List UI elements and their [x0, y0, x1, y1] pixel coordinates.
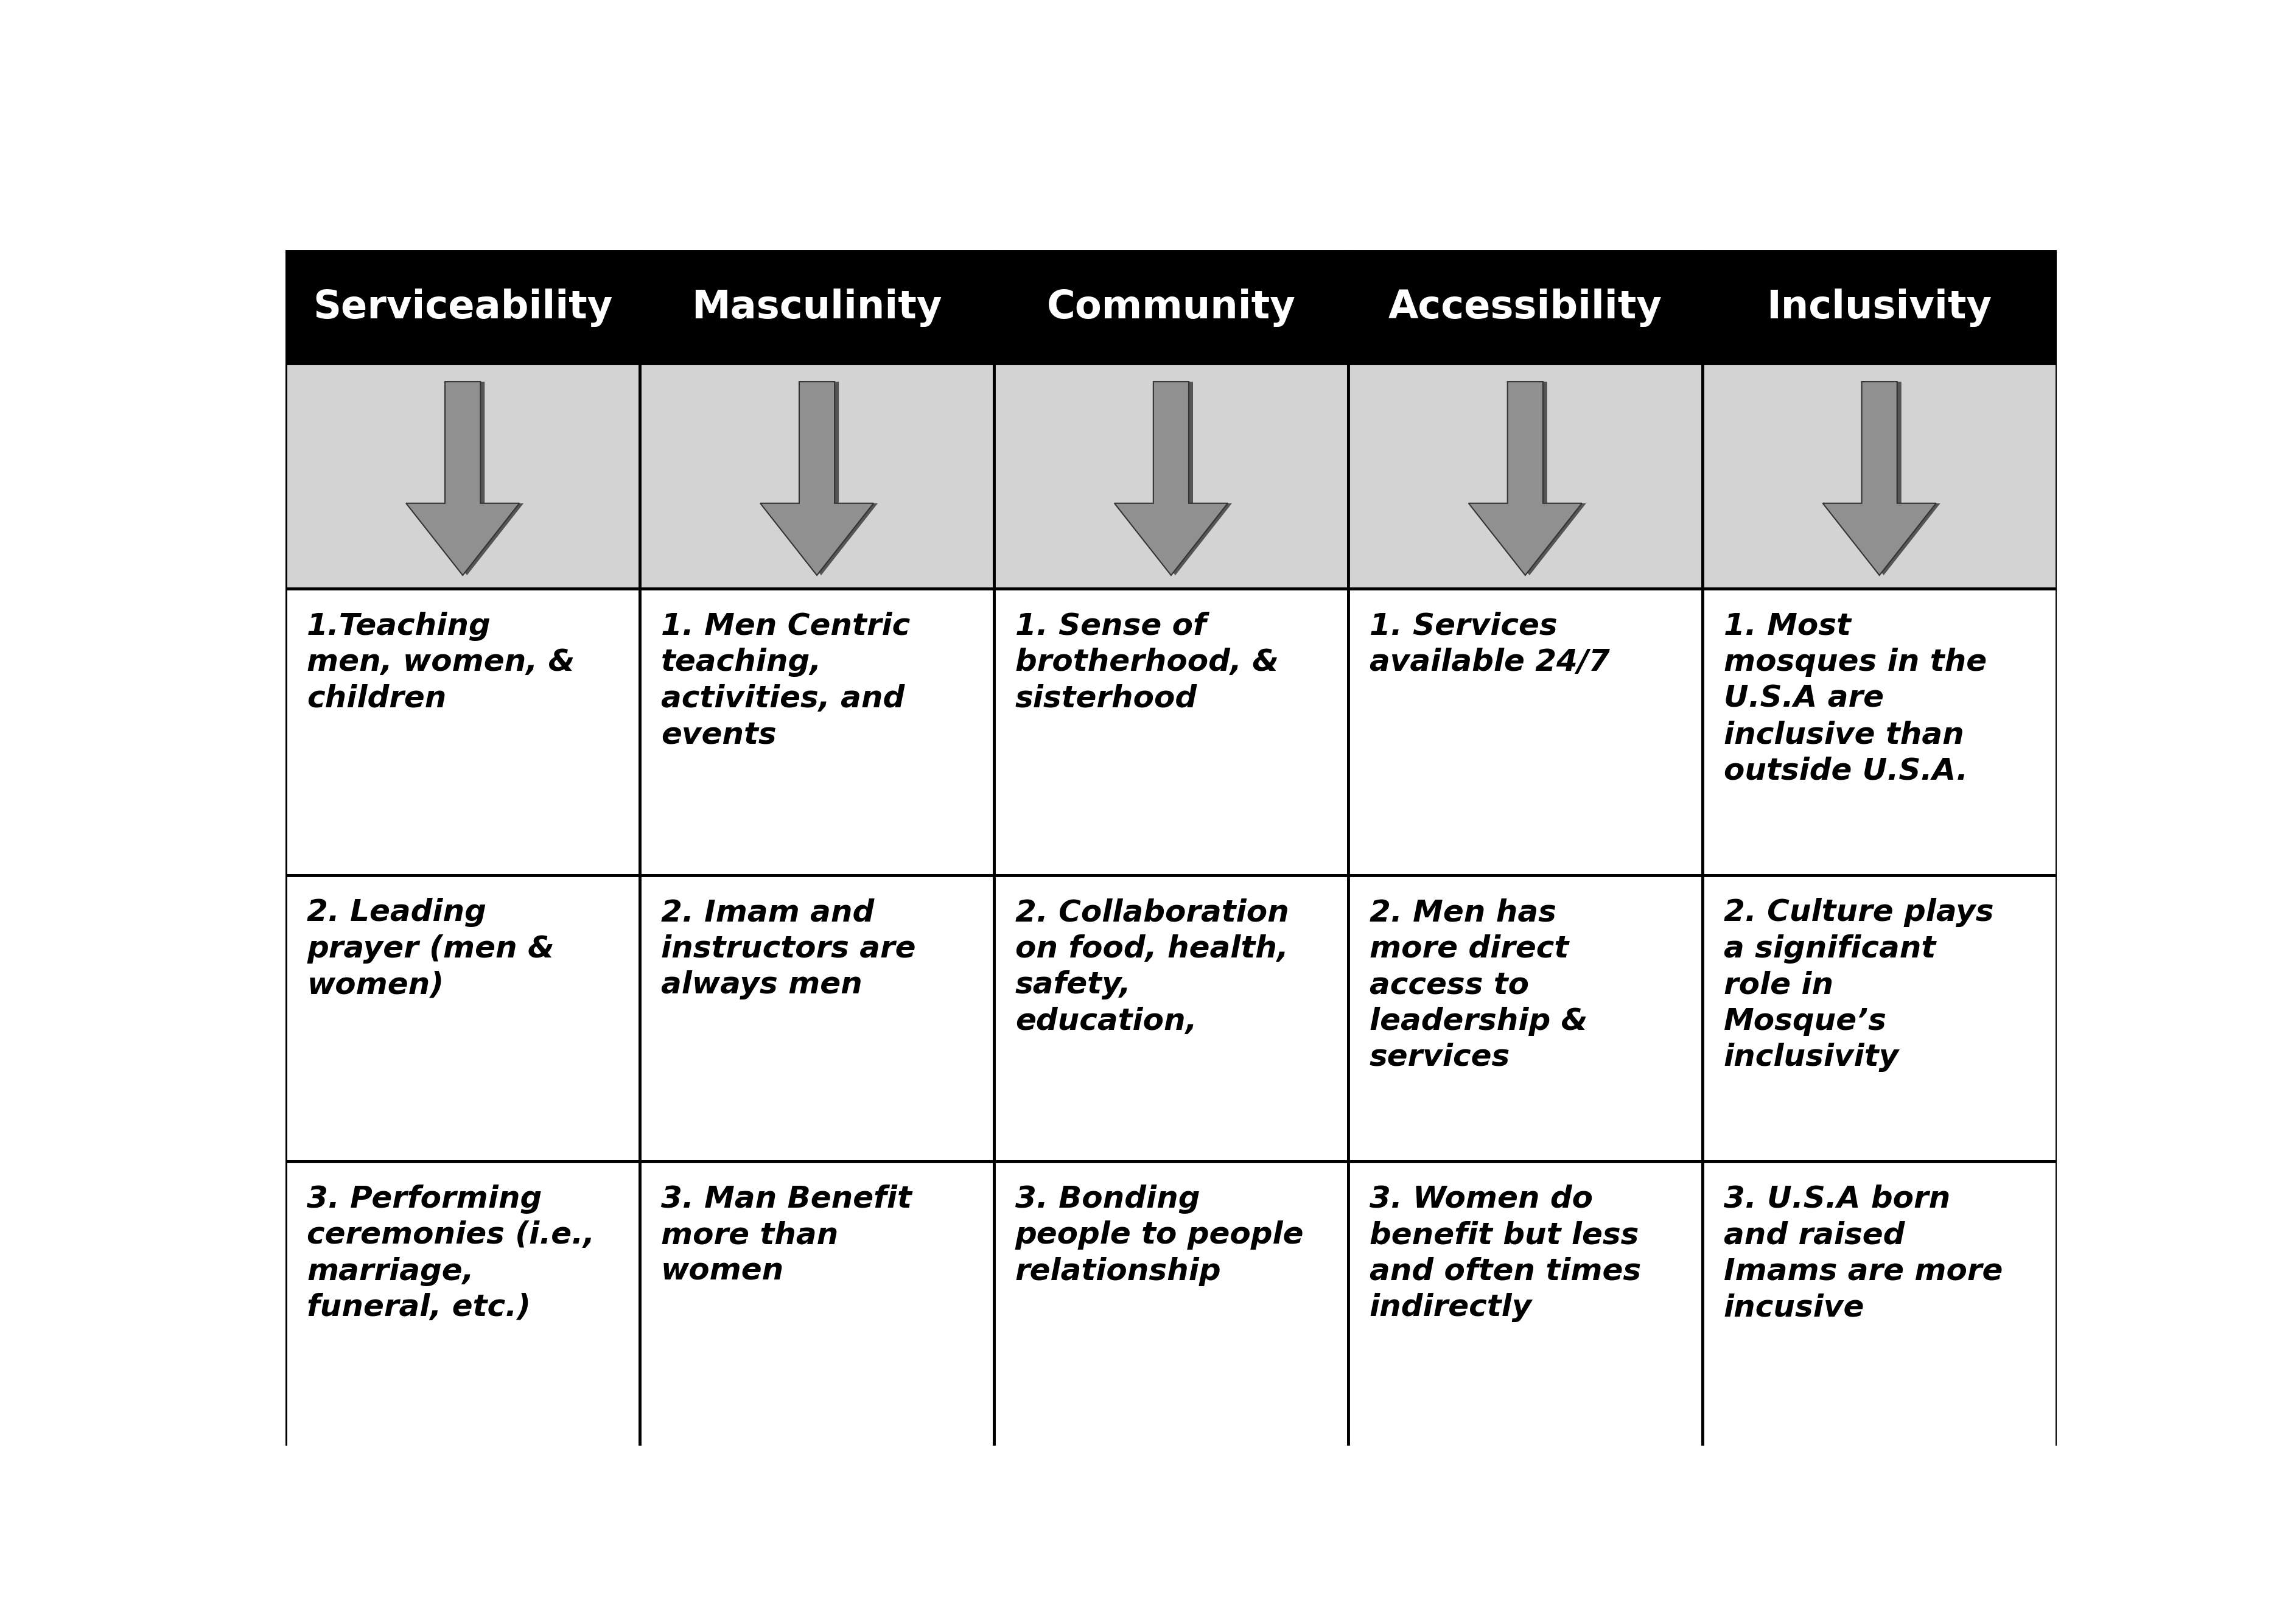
Bar [994, 875, 1348, 1161]
Polygon shape [1828, 382, 1940, 575]
Bar [994, 364, 1348, 590]
Polygon shape [1823, 382, 1935, 575]
Text: 3. Women do
benefit but less
and often times
indirectly: 3. Women do benefit but less and often t… [1369, 1184, 1641, 1322]
Text: Community: Community [1047, 287, 1296, 326]
Polygon shape [1474, 382, 1586, 575]
Bar [1702, 252, 2057, 364]
Bar [1348, 1161, 1702, 1449]
Text: 2. Collaboration
on food, health,
safety,
education,: 2. Collaboration on food, health, safety… [1015, 898, 1289, 1036]
Text: Serviceability: Serviceability [313, 287, 612, 326]
Text: 3. Man Benefit
more than
women: 3. Man Benefit more than women [660, 1184, 912, 1286]
Bar [286, 252, 640, 364]
Bar [1702, 364, 2057, 590]
Bar [640, 252, 994, 364]
Bar [640, 1161, 994, 1449]
Text: 1. Most
mosques in the
U.S.A are
inclusive than
outside U.S.A.: 1. Most mosques in the U.S.A are inclusi… [1723, 612, 1986, 786]
Bar [640, 590, 994, 875]
Text: 2. Men has
more direct
access to
leadership &
services: 2. Men has more direct access to leaders… [1369, 898, 1588, 1072]
Bar [640, 364, 994, 590]
Text: 3. Bonding
people to people
relationship: 3. Bonding people to people relationship [1015, 1184, 1305, 1286]
Text: 1.Teaching
men, women, &
children: 1.Teaching men, women, & children [306, 612, 576, 713]
Polygon shape [407, 382, 519, 575]
Bar [994, 1161, 1348, 1449]
Text: Inclusivity: Inclusivity [1766, 287, 1993, 326]
Text: 3. Performing
ceremonies (i.e.,
marriage,
funeral, etc.): 3. Performing ceremonies (i.e., marriage… [306, 1184, 594, 1322]
Bar [286, 1161, 640, 1449]
Text: 1. Services
available 24/7: 1. Services available 24/7 [1369, 612, 1609, 677]
Text: Masculinity: Masculinity [692, 287, 941, 326]
Text: 2. Leading
prayer (men &
women): 2. Leading prayer (men & women) [306, 898, 555, 1000]
Text: 2. Culture plays
a significant
role in
Mosque’s
inclusivity: 2. Culture plays a significant role in M… [1723, 898, 1993, 1072]
Text: 3. U.S.A born
and raised
Imams are more
incusive: 3. U.S.A born and raised Imams are more … [1723, 1184, 2002, 1322]
Bar [1702, 875, 2057, 1161]
Bar [994, 252, 1348, 364]
Bar [1702, 590, 2057, 875]
Polygon shape [1115, 382, 1227, 575]
Bar [994, 590, 1348, 875]
Polygon shape [411, 382, 523, 575]
Bar [640, 875, 994, 1161]
Polygon shape [1469, 382, 1581, 575]
Polygon shape [761, 382, 873, 575]
Bar [1348, 590, 1702, 875]
Text: 1. Men Centric
teaching,
activities, and
events: 1. Men Centric teaching, activities, and… [660, 612, 909, 749]
Bar [1702, 1161, 2057, 1449]
Polygon shape [765, 382, 877, 575]
Bar [1348, 252, 1702, 364]
Polygon shape [1120, 382, 1232, 575]
Bar [1348, 875, 1702, 1161]
Bar [286, 875, 640, 1161]
Bar [1348, 364, 1702, 590]
Text: 1. Sense of
brotherhood, &
sisterhood: 1. Sense of brotherhood, & sisterhood [1015, 612, 1280, 713]
Bar [286, 590, 640, 875]
Bar [286, 364, 640, 590]
Text: Accessibility: Accessibility [1389, 287, 1661, 326]
Text: 2. Imam and
instructors are
always men: 2. Imam and instructors are always men [660, 898, 916, 1000]
